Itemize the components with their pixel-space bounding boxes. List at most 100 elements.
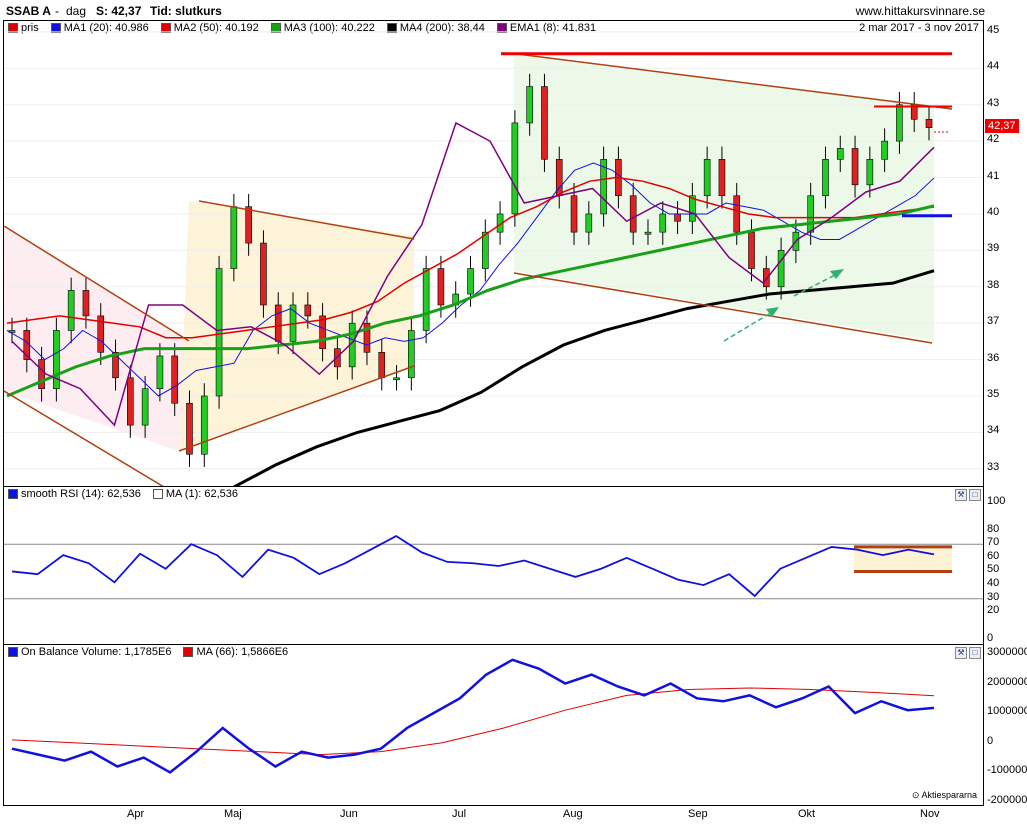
y-tick-label: 38 xyxy=(987,278,1000,291)
y-tick-label: 42 xyxy=(987,133,1000,146)
legend-swatch xyxy=(50,23,61,33)
site-url[interactable]: www.hittakursvinnare.se xyxy=(855,4,985,18)
rsi-settings-icon[interactable]: ⚒ xyxy=(955,489,967,501)
candle-body xyxy=(570,195,578,233)
legend-swatch xyxy=(8,647,18,657)
ma-line-4 xyxy=(233,269,935,487)
rsi-tools: ⚒ □ xyxy=(955,489,981,501)
candle-body xyxy=(629,195,637,233)
shaded-region-green xyxy=(514,55,934,341)
legend-swatch xyxy=(160,23,171,33)
candle-body xyxy=(422,268,430,331)
x-tick-label: Apr xyxy=(127,808,145,820)
legend-item: MA4 (200): 38,44 xyxy=(383,22,485,34)
candle-body xyxy=(260,242,267,306)
legend-item: MA3 (100): 40,222 xyxy=(267,22,375,34)
obv-close-icon[interactable]: □ xyxy=(969,647,981,659)
candle-body xyxy=(511,122,519,215)
rsi-chart-svg xyxy=(4,534,983,600)
candle-body xyxy=(481,231,489,269)
y-tick-label: 60 xyxy=(987,549,1000,562)
y-tick-label: 50 xyxy=(987,563,1000,576)
y-tick-label: 20 xyxy=(987,604,1000,617)
y-tick-label: 70 xyxy=(987,536,1000,549)
candle-body xyxy=(689,195,696,222)
trend-line xyxy=(198,200,415,240)
legend-label: MA3 (100): 40,222 xyxy=(283,22,375,34)
obv-panel: On Balance Volume: 1,1785E6 MA (66): 1,58… xyxy=(3,644,984,806)
candle-body xyxy=(807,195,814,233)
legend-label: MA (1): 62,536 xyxy=(165,488,238,500)
obv-legend: On Balance Volume: 1,1785E6 MA (66): 1,58… xyxy=(4,645,983,659)
period-label: dag xyxy=(66,4,87,18)
trend-line xyxy=(178,365,415,452)
legend-swatch xyxy=(8,489,18,499)
obv-tools: ⚒ □ xyxy=(955,647,981,659)
credit-label: ⊙ Aktiespararna xyxy=(911,790,977,800)
x-tick-label: Aug xyxy=(563,808,583,820)
y-tick-label: 36 xyxy=(987,351,1000,364)
arrow-head xyxy=(830,269,844,279)
arrow-head xyxy=(766,307,779,317)
legend-label: MA1 (20): 40,986 xyxy=(63,22,149,34)
x-tick-label: Jul xyxy=(452,808,467,820)
y-tick-label: 40 xyxy=(987,577,1000,590)
candle-body xyxy=(215,268,223,397)
ticker-separator: - xyxy=(55,4,59,18)
rsi-line xyxy=(11,534,935,598)
shaded-region-yellow xyxy=(179,201,414,451)
candle-body xyxy=(881,140,888,160)
legend-swatch xyxy=(270,23,281,33)
legend-label: MA (66): 1,5866E6 xyxy=(196,646,289,658)
y-tick-label: 39 xyxy=(987,242,1000,255)
obv-chart-svg xyxy=(11,658,935,774)
candle-body xyxy=(319,315,326,349)
y-tick-label: 0 xyxy=(987,631,994,644)
legend-label: MA4 (200): 38,44 xyxy=(399,22,485,34)
trend-line xyxy=(4,390,165,487)
legend-item: smooth RSI (14): 62,536 xyxy=(4,488,141,500)
legend-swatch xyxy=(183,647,194,657)
candle-body xyxy=(866,159,874,186)
candle-body xyxy=(127,377,134,426)
price-legend: pris MA1 (20): 40,986 MA2 (50): 40,192 MA3 … xyxy=(4,21,983,35)
y-tick-label: 45 xyxy=(987,23,1000,36)
candle-body xyxy=(171,355,178,404)
candle-body xyxy=(718,159,726,197)
legend-item: On Balance Volume: 1,1785E6 xyxy=(4,646,171,658)
candle-body xyxy=(112,351,119,379)
legend-item: MA (66): 1,5866E6 xyxy=(179,646,288,658)
candle-body xyxy=(659,213,667,233)
legend-label: EMA1 (8): 41,831 xyxy=(509,22,597,34)
candle-body xyxy=(230,206,238,269)
obv-ma-line xyxy=(11,687,935,756)
candle-body xyxy=(97,315,105,353)
y-tick-label: 40 xyxy=(987,205,1000,218)
rsi-legend: smooth RSI (14): 62,536 MA (1): 62,536 xyxy=(4,487,983,501)
legend-item: EMA1 (8): 41,831 xyxy=(493,22,596,34)
legend-item: MA2 (50): 40,192 xyxy=(157,22,259,34)
x-tick-label: Maj xyxy=(224,808,242,820)
x-tick-label: Jun xyxy=(340,808,358,820)
legend-swatch xyxy=(386,23,397,33)
legend-swatch xyxy=(8,23,18,33)
candle-body xyxy=(763,268,770,288)
candle-body xyxy=(363,322,371,353)
ma-line-5 xyxy=(11,121,935,427)
candle-body xyxy=(53,330,60,390)
candle-body xyxy=(777,250,785,288)
legend-label: MA2 (50): 40,192 xyxy=(173,22,259,34)
y-tick-label: 80 xyxy=(987,522,1000,535)
y-tick-label: 2000000 xyxy=(987,675,1027,688)
arrow-line xyxy=(793,272,840,297)
x-tick-label: Nov xyxy=(920,808,940,820)
rsi-close-icon[interactable]: □ xyxy=(969,489,981,501)
obv-settings-icon[interactable]: ⚒ xyxy=(955,647,967,659)
candle-body xyxy=(156,355,164,390)
y-tick-label: 44 xyxy=(987,60,1000,73)
candle-body xyxy=(925,118,933,128)
candle-body xyxy=(644,231,652,235)
y-tick-label: 3000000 xyxy=(987,645,1027,658)
time-label: Tid: slutkurs xyxy=(150,4,222,18)
candle-body xyxy=(38,359,45,390)
